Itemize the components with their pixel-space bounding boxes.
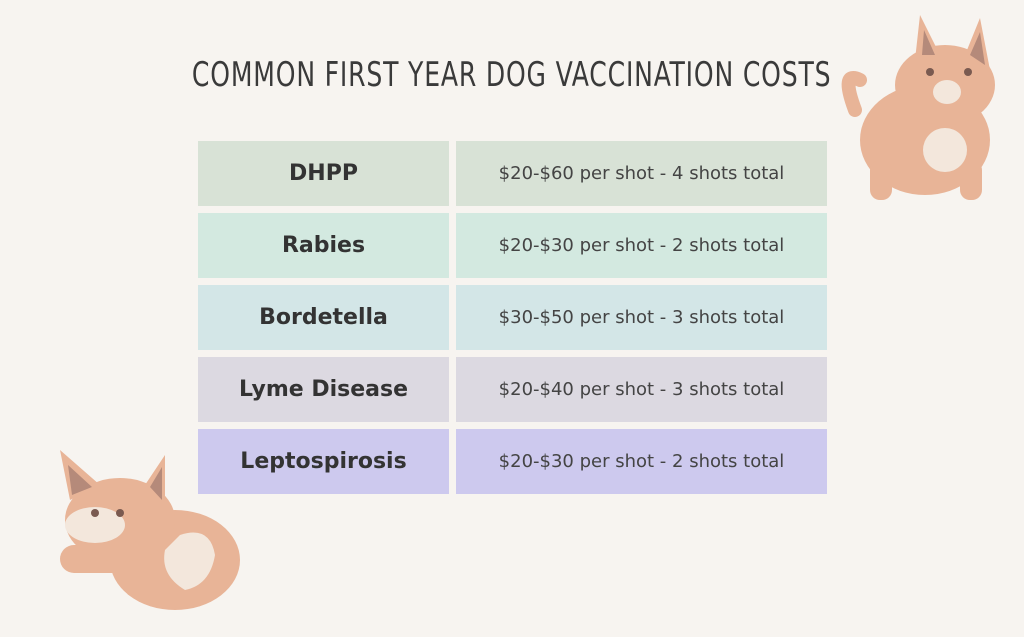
vaccine-cell: Lyme Disease — [198, 357, 449, 422]
table-row: Lyme Disease $20-$40 per shot - 3 shots t… — [198, 357, 827, 422]
table-row: DHPP $20-$60 per shot - 4 shots total — [198, 141, 827, 206]
table-row: Bordetella $30-$50 per shot - 3 shots tot… — [198, 285, 827, 350]
cost-cell: $20-$30 per shot - 2 shots total — [456, 213, 827, 278]
cost-cell: $20-$60 per shot - 4 shots total — [456, 141, 827, 206]
vaccine-cell: Bordetella — [198, 285, 449, 350]
table-row: Rabies $20-$30 per shot - 2 shots total — [198, 213, 827, 278]
cost-cell: $20-$30 per shot - 2 shots total — [456, 429, 827, 494]
vaccine-cell: DHPP — [198, 141, 449, 206]
dog-standing — [841, 15, 995, 200]
cost-cell: $30-$50 per shot - 3 shots total — [456, 285, 827, 350]
dog-lying — [60, 450, 240, 610]
vaccine-cell: Rabies — [198, 213, 449, 278]
title: COMMON FIRST YEAR DOG VACCINATION COSTS — [191, 55, 832, 95]
vaccine-cell: Leptospirosis — [198, 429, 449, 494]
table-row: Leptospirosis $20-$30 per shot - 2 shots … — [198, 429, 827, 494]
cost-cell: $20-$40 per shot - 3 shots total — [456, 357, 827, 422]
table: DHPP $20-$60 per shot - 4 shots total Rabi… — [198, 141, 827, 501]
